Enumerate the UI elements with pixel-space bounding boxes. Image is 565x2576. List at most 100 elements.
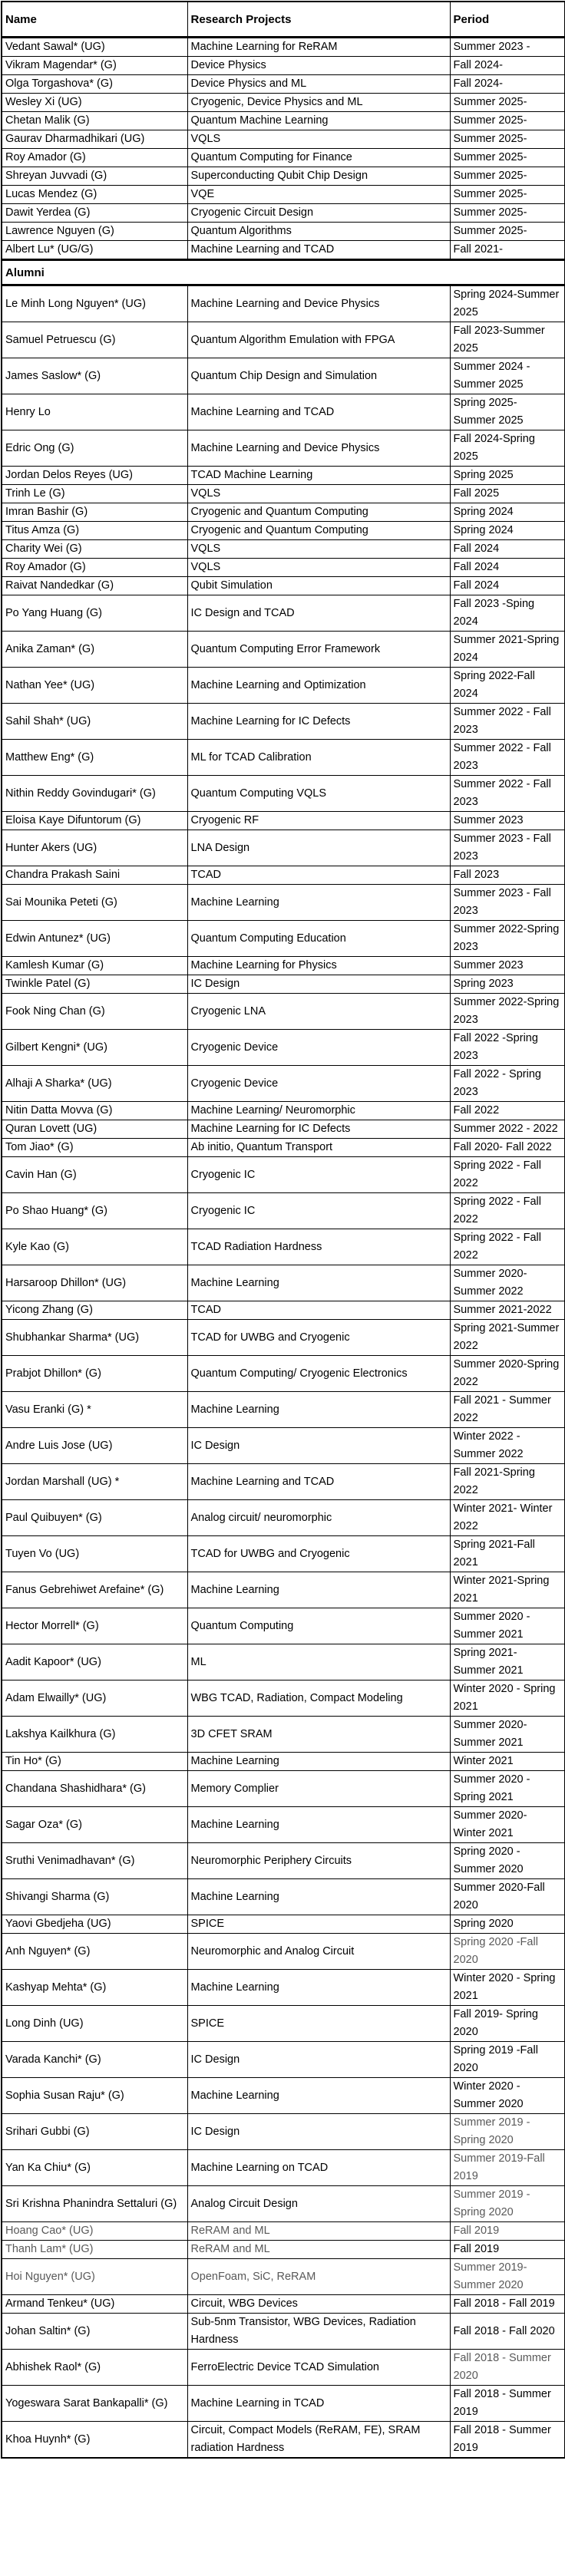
student-name-cell: Sophia Susan Raju* (G) — [1, 2077, 188, 2114]
research-project-cell: ReRAM and ML — [187, 2221, 451, 2241]
period-cell: Winter 2020 - Spring 2021 — [449, 1680, 565, 1717]
research-project-cell: TCAD for UWBG and Cryogenic — [187, 1319, 451, 1356]
period-cell: Spring 2025 — [449, 466, 565, 485]
table-row: Johan Saltin* (G) Sub-5nm Transistor, WB… — [1, 2313, 565, 2350]
student-name-cell: Wesley Xi (UG) — [1, 93, 188, 112]
alumni-members-section: Le Minh Long Nguyen* (UG) Machine Learni… — [1, 285, 565, 2459]
period-cell: Fall 2024- — [449, 74, 565, 94]
period-cell: Summer 2019 - Spring 2020 — [449, 2185, 565, 2222]
research-project-cell: Quantum Algorithm Emulation with FPGA — [187, 322, 451, 358]
student-name-cell: Yicong Zhang (G) — [1, 1301, 188, 1320]
research-project-cell: Machine Learning — [187, 1878, 451, 1915]
student-name-cell: Yaovi Gbedjeha (UG) — [1, 1915, 188, 1934]
table-row: Kashyap Mehta* (G) Machine Learning Wint… — [1, 1969, 565, 2006]
period-cell: Spring 2020 -Fall 2020 — [449, 1933, 565, 1970]
research-project-cell: SPICE — [187, 2005, 451, 2042]
table-row: Sophia Susan Raju* (G) Machine Learning … — [1, 2077, 565, 2114]
period-cell: Fall 2023-Summer 2025 — [449, 322, 565, 358]
table-row: Tin Ho* (G) Machine Learning Winter 2021 — [1, 1752, 565, 1771]
period-cell: Summer 2020- Winter 2021 — [449, 1806, 565, 1843]
research-project-cell: Device Physics and ML — [187, 74, 451, 94]
period-cell: Summer 2025- — [449, 222, 565, 241]
table-row: Andre Luis Jose (UG) IC Design Winter 20… — [1, 1427, 565, 1464]
period-cell: Summer 2023 - — [449, 37, 565, 57]
table-row: Lawrence Nguyen (G) Quantum Algorithms S… — [1, 222, 565, 241]
student-name-cell: Long Dinh (UG) — [1, 2005, 188, 2042]
student-name-cell: Jordan Delos Reyes (UG) — [1, 466, 188, 485]
period-cell: Summer 2025- — [449, 148, 565, 167]
research-project-cell: Quantum Computing — [187, 1608, 451, 1644]
student-name-cell: Sruthi Venimadhavan* (G) — [1, 1842, 188, 1879]
table-row: Trinh Le (G) VQLS Fall 2025 — [1, 484, 565, 503]
student-name-cell: Hunter Akers (UG) — [1, 830, 188, 866]
research-project-cell: VQLS — [187, 484, 451, 503]
period-cell: Fall 2022 — [449, 1101, 565, 1120]
period-cell: Summer 2022 - Fall 2023 — [449, 775, 565, 812]
period-cell: Fall 2024-Spring 2025 — [449, 430, 565, 467]
research-project-cell: Cryogenic Device — [187, 1029, 451, 1066]
period-cell: Summer 2024 - Summer 2025 — [449, 358, 565, 394]
table-row: Wesley Xi (UG) Cryogenic, Device Physics… — [1, 93, 565, 112]
period-cell: Summer 2022 - Fall 2023 — [449, 739, 565, 776]
period-cell: Fall 2019 — [449, 2221, 565, 2241]
period-cell: Summer 2019- Summer 2020 — [449, 2258, 565, 2295]
research-project-cell: Quantum Computing for Finance — [187, 148, 451, 167]
research-project-cell: Ab initio, Quantum Transport — [187, 1138, 451, 1157]
research-project-cell: ML for TCAD Calibration — [187, 739, 451, 776]
research-project-cell: Machine Learning — [187, 884, 451, 921]
research-project-cell: Circuit, Compact Models (ReRAM, FE), SRA… — [187, 2421, 451, 2459]
student-name-cell: Nitin Datta Movva (G) — [1, 1101, 188, 1120]
research-project-cell: Neuromorphic and Analog Circuit — [187, 1933, 451, 1970]
period-cell: Fall 2022 - Spring 2023 — [449, 1065, 565, 1102]
student-name-cell: Harsaroop Dhillon* (UG) — [1, 1265, 188, 1301]
research-project-cell: Device Physics — [187, 56, 451, 75]
student-name-cell: Imran Bashir (G) — [1, 503, 188, 522]
period-cell: Summer 2022 - Fall 2023 — [449, 703, 565, 740]
research-project-cell: Quantum Computing VQLS — [187, 775, 451, 812]
student-name-cell: Shivangi Sharma (G) — [1, 1878, 188, 1915]
student-name-cell: Roy Amador (G) — [1, 558, 188, 577]
table-row: Abhishek Raol* (G) FerroElectric Device … — [1, 2349, 565, 2386]
student-name-cell: Sai Mounika Peteti (G) — [1, 884, 188, 921]
research-project-cell: Machine Learning in TCAD — [187, 2385, 451, 2422]
student-name-cell: Gilbert Kengni* (UG) — [1, 1029, 188, 1066]
student-name-cell: Samuel Petruescu (G) — [1, 322, 188, 358]
student-name-cell: James Saslow* (G) — [1, 358, 188, 394]
student-name-cell: Henry Lo — [1, 394, 188, 430]
table-row: Jordan Marshall (UG) * Machine Learning … — [1, 1463, 565, 1500]
table-row: Dawit Yerdea (G) Cryogenic Circuit Desig… — [1, 203, 565, 223]
period-cell: Spring 2024 — [449, 521, 565, 540]
period-cell: Spring 2022 - Fall 2022 — [449, 1192, 565, 1229]
table-row: Edric Ong (G) Machine Learning and Devic… — [1, 430, 565, 467]
student-name-cell: Vasu Eranki (G) * — [1, 1391, 188, 1428]
period-cell: Spring 2023 — [449, 975, 565, 994]
table-row: Alhaji A Sharka* (UG) Cryogenic Device F… — [1, 1065, 565, 1102]
research-project-cell: Machine Learning — [187, 1265, 451, 1301]
table-row: Nitin Datta Movva (G) Machine Learning/ … — [1, 1101, 565, 1120]
research-project-cell: Machine Learning — [187, 1806, 451, 1843]
student-name-cell: Sahil Shah* (UG) — [1, 703, 188, 740]
period-cell: Fall 2022 -Spring 2023 — [449, 1029, 565, 1066]
student-name-cell: Edwin Antunez* (UG) — [1, 920, 188, 957]
table-row: Lucas Mendez (G) VQE Summer 2025- — [1, 185, 565, 204]
research-project-cell: Quantum Computing Error Framework — [187, 631, 451, 668]
period-cell: Spring 2019 -Fall 2020 — [449, 2041, 565, 2078]
research-project-cell: IC Design and TCAD — [187, 595, 451, 632]
current-members-section: Vedant Sawal* (UG) Machine Learning for … — [1, 37, 565, 260]
research-project-cell: Analog Circuit Design — [187, 2185, 451, 2222]
table-row: Anh Nguyen* (G) Neuromorphic and Analog … — [1, 1933, 565, 1970]
student-name-cell: Alhaji A Sharka* (UG) — [1, 1065, 188, 1102]
research-project-cell: WBG TCAD, Radiation, Compact Modeling — [187, 1680, 451, 1717]
research-project-cell: VQLS — [187, 558, 451, 577]
period-cell: Summer 2025- — [449, 130, 565, 149]
student-name-cell: Shubhankar Sharma* (UG) — [1, 1319, 188, 1356]
table-row: Lakshya Kailkhura (G) 3D CFET SRAM Summe… — [1, 1716, 565, 1753]
research-project-cell: Cryogenic IC — [187, 1156, 451, 1193]
period-cell: Summer 2023 — [449, 811, 565, 830]
student-name-cell: Aadit Kapoor* (UG) — [1, 1644, 188, 1681]
column-header-period: Period — [449, 1, 565, 38]
research-project-cell: Quantum Chip Design and Simulation — [187, 358, 451, 394]
table-row: Po Yang Huang (G) IC Design and TCAD Fal… — [1, 595, 565, 632]
table-row: Nithin Reddy Govindugari* (G) Quantum Co… — [1, 775, 565, 812]
student-name-cell: Twinkle Patel (G) — [1, 975, 188, 994]
